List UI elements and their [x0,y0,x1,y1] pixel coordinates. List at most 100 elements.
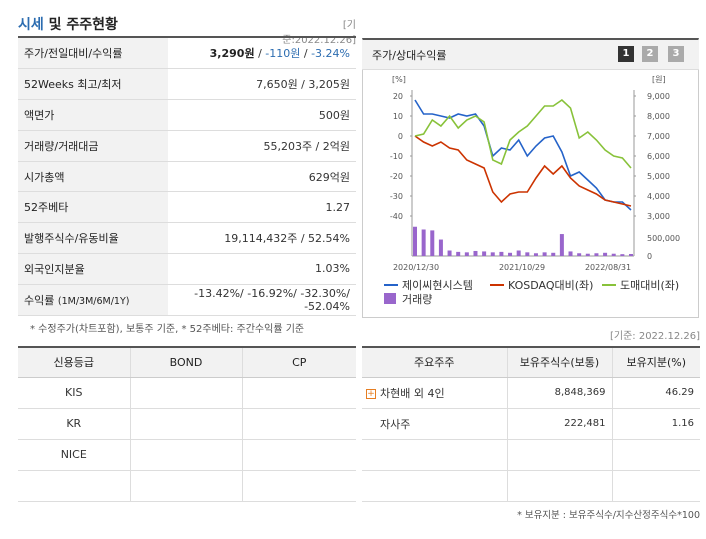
volume-bar [559,234,564,256]
holder-name-cell[interactable]: + 차현배 외 4인 [362,377,507,409]
rating-agency [18,470,130,502]
current-price: 3,290원 [209,47,255,61]
par-label: 액면가 [18,99,168,131]
table-row: 자사주 222,481 1.16 [362,408,700,440]
table-row: KR [18,408,356,440]
holders-base-date: [기준: 2022.12.26] [609,331,700,342]
holder-stake: 1.16 [611,408,700,440]
legend-wholesale: 도매대비(좌) [620,279,679,292]
period-button-3[interactable]: 3 [668,46,684,62]
volume-bar [533,253,538,256]
price-label: 주가/전일대비/수익률 [18,38,168,70]
title-rest: 및 주주현황 [43,17,118,33]
title-highlight: 시세 [18,17,44,33]
cp-cell [241,439,356,471]
volume-bar [421,229,426,256]
holder-name[interactable]: 차현배 외 4인 [380,386,445,400]
volume-bar [525,252,530,256]
beta-label: 52주베타 [18,191,168,224]
period-button-1[interactable]: 1 [618,46,634,62]
right-tick-label: 5,000 [647,172,670,181]
price-chart: [%] [원] 20 10 0 -10 -20 -30 -40 9,000 8,000 7,000… [384,75,680,306]
cp-cell [241,408,356,440]
right-tick-label: 9,000 [647,92,670,101]
table-row: 시가총액 629억원 [18,161,356,193]
table-header-row: 신용등급 BOND CP [18,347,356,378]
bond-cell [129,439,242,471]
price-return: -3.24% [311,47,350,61]
volume-label: 거래량/거래대금 [18,130,168,162]
mcap-label: 시가총액 [18,161,168,193]
w52-label: 52Weeks 최고/최저 [18,68,168,101]
holder-name [362,470,507,502]
holder-stake [611,439,700,471]
credit-rating-table: 신용등급 BOND CP KIS KR NICE [18,346,356,502]
volume-bar [629,253,633,256]
volume-bar [611,253,616,256]
bond-cell [129,408,242,440]
x-tick-label: 2021/10/29 [499,263,545,272]
table-row: KIS [18,377,356,409]
left-tick-label: -10 [390,152,403,161]
volume-bar [585,253,590,256]
period-button-2[interactable]: 2 [642,46,658,62]
x-tick-label: 2020/12/30 [393,263,439,272]
volume-bar [577,253,582,256]
holder-stake: 46.29 [611,377,700,409]
volume-bar [464,252,469,256]
expand-plus-icon[interactable]: + [366,388,376,399]
left-tick-label: -20 [390,172,403,181]
table-row: + 차현배 외 4인 8,848,369 46.29 [362,377,700,409]
top-divider [18,36,356,38]
series-line-2 [414,98,632,169]
volume-bar [456,251,461,256]
right-tick-label: 8,000 [647,112,670,121]
series-line-1 [414,135,632,207]
price-info-table: 주가/전일대비/수익률 3,290원 / -110원 / -3.24% 52We… [18,38,356,316]
bond-cell [129,470,242,502]
left-unit: [%] [392,75,406,84]
par-value: 500원 [168,99,356,131]
table-row [362,439,700,471]
major-holders-table: 주요주주 보유주식수(보통) 보유지분(%) + 차현배 외 4인 8,848,3… [362,346,700,502]
table-row: 발행주식수/유동비율 19,114,432주 / 52.54% [18,222,356,255]
col-header-shares: 보유주식수(보통) [506,347,612,378]
volume-bar [430,230,435,256]
left-tick-label: -40 [390,212,403,221]
volume-bar [594,253,599,256]
volume-bar [413,226,417,256]
col-header-rating: 신용등급 [18,347,130,378]
returns-value: -13.42%/ -16.92%/ -32.30%/ -52.04% [168,284,356,316]
shares-label: 발행주식수/유동비율 [18,222,168,255]
section-title: 시세 및 주주현황 [18,14,118,34]
left-tick-label: 0 [398,132,403,141]
volume-bar [438,239,443,256]
legend-swatch-volume [384,293,396,304]
rating-agency: KIS [18,377,130,409]
volume-bar [516,250,521,256]
cp-cell [241,470,356,502]
volume-value: 55,203주 / 2억원 [168,130,356,162]
chart-title: 주가/상대수익률 [372,49,447,62]
beta-value: 1.27 [168,191,356,224]
foreign-label: 외국인지분율 [18,253,168,285]
volume-bar [568,251,573,256]
volume-bar [499,251,504,256]
holder-name [362,439,507,471]
table-row: 52Weeks 최고/최저 7,650원 / 3,205원 [18,68,356,101]
left-tick-label: 10 [393,112,403,121]
legend-volume: 거래량 [402,293,432,306]
rating-agency: NICE [18,439,130,471]
table-row: NICE [18,439,356,471]
right-tick-label: 3,000 [647,212,670,221]
mcap-value: 629억원 [168,161,356,193]
left-tick-label: -30 [390,192,403,201]
legend-company: 제이씨현시스템 [402,279,473,292]
volume-bar [473,250,478,256]
footnote-price: * 수정주가(차트포함), 보통주 기준, * 52주베타: 주간수익률 기준 [30,324,305,335]
volume-tick-label: 0 [647,252,652,261]
price-change: -110원 [265,47,301,61]
legend-kosdaq: KOSDAQ대비(좌) [508,279,593,292]
volume-bar [447,250,452,256]
volume-bar [620,254,625,256]
